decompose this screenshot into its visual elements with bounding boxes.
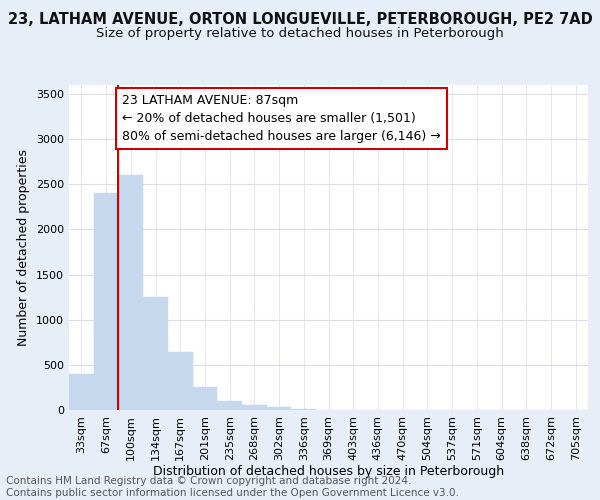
Bar: [69, 374, 94, 410]
Bar: [143, 297, 168, 410]
Text: Contains HM Land Registry data © Crown copyright and database right 2024.
Contai: Contains HM Land Registry data © Crown c…: [6, 476, 459, 498]
Bar: [217, 401, 242, 410]
Bar: [242, 406, 267, 410]
Bar: [168, 352, 193, 410]
Bar: [292, 409, 316, 410]
Y-axis label: Number of detached properties: Number of detached properties: [17, 149, 31, 346]
X-axis label: Distribution of detached houses by size in Peterborough: Distribution of detached houses by size …: [153, 466, 504, 478]
Text: Size of property relative to detached houses in Peterborough: Size of property relative to detached ho…: [96, 28, 504, 40]
Bar: [267, 408, 292, 410]
Text: 23 LATHAM AVENUE: 87sqm
← 20% of detached houses are smaller (1,501)
80% of semi: 23 LATHAM AVENUE: 87sqm ← 20% of detache…: [122, 94, 441, 143]
Bar: [193, 388, 217, 410]
Bar: [118, 176, 143, 410]
Bar: [94, 194, 118, 410]
Text: 23, LATHAM AVENUE, ORTON LONGUEVILLE, PETERBOROUGH, PE2 7AD: 23, LATHAM AVENUE, ORTON LONGUEVILLE, PE…: [8, 12, 592, 28]
